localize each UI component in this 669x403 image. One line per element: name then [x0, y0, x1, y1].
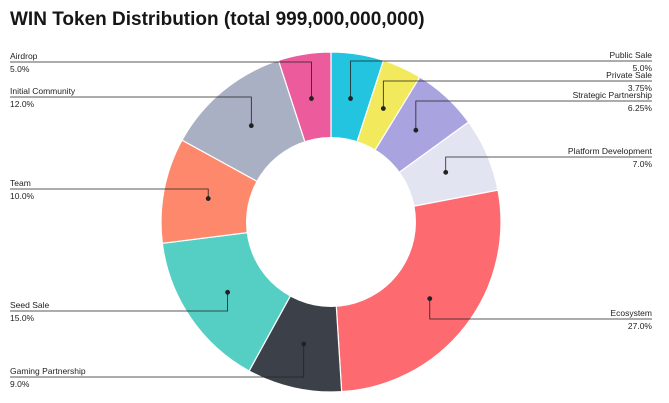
label-name-ecosystem: Ecosystem [610, 308, 652, 318]
label-name-platform-development: Platform Development [568, 146, 653, 156]
label-name-airdrop: Airdrop [10, 51, 38, 61]
donut-hole [246, 137, 416, 307]
label-value-gaming-partnership: 9.0% [10, 379, 30, 389]
leader-dot-strategic-partnership [413, 127, 419, 133]
label-name-strategic-partnership: Strategic Partnership [573, 90, 653, 100]
leader-dot-airdrop [309, 96, 314, 101]
leader-dot-team [205, 196, 211, 201]
leader-line-private-sale [382, 80, 652, 109]
label-value-team: 10.0% [10, 191, 35, 201]
leader-line-platform-development [445, 156, 652, 173]
leader-dot-initial-community [248, 123, 254, 129]
leader-line-seed-sale [10, 292, 229, 312]
label-value-ecosystem: 27.0% [628, 321, 653, 331]
leader-dot-ecosystem [427, 296, 433, 302]
leader-line-strategic-partnership [415, 100, 652, 131]
leader-line-initial-community [10, 96, 252, 126]
label-name-team: Team [10, 178, 31, 188]
leader-dot-gaming-partnership [301, 341, 307, 347]
label-value-airdrop: 5.0% [10, 64, 30, 74]
label-name-initial-community: Initial Community [10, 86, 76, 96]
leader-dot-private-sale [380, 106, 386, 111]
leader-dot-seed-sale [225, 289, 231, 295]
label-name-private-sale: Private Sale [606, 70, 652, 80]
label-name-gaming-partnership: Gaming Partnership [10, 366, 86, 376]
label-value-platform-development: 7.0% [633, 159, 653, 169]
label-value-initial-community: 12.0% [10, 99, 35, 109]
label-value-public-sale: 5.0% [633, 63, 653, 73]
label-name-public-sale: Public Sale [609, 50, 652, 60]
leader-line-airdrop [10, 61, 312, 99]
leader-line-gaming-partnership [10, 343, 305, 378]
label-value-strategic-partnership: 6.25% [628, 103, 653, 113]
leader-line-team [10, 188, 209, 199]
chart-title: WIN Token Distribution (total 999,000,00… [10, 9, 425, 30]
label-name-seed-sale: Seed Sale [10, 300, 49, 310]
leader-dot-public-sale [348, 96, 353, 101]
leader-line-public-sale [350, 60, 652, 99]
leader-dot-platform-development [443, 169, 449, 175]
label-value-private-sale: 3.75% [628, 83, 653, 93]
leader-line-ecosystem [429, 298, 652, 320]
label-value-seed-sale: 15.0% [10, 313, 35, 323]
